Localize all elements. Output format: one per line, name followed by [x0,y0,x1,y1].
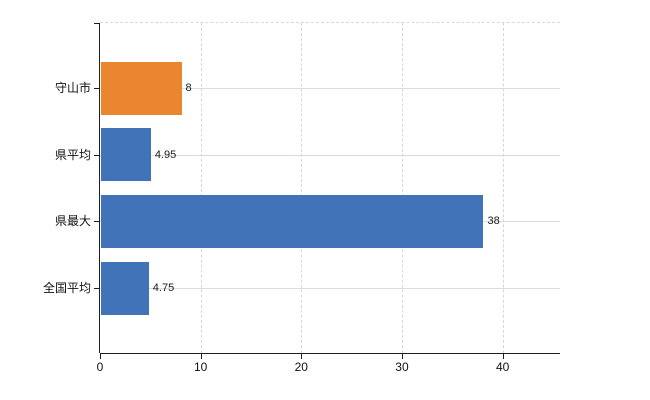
x-tick-label-40: 40 [495,360,510,374]
gridline-vertical [200,23,202,353]
bar-value-label: 4.95 [154,148,177,161]
x-axis-tick [502,354,504,359]
x-axis-line [100,353,560,354]
gridline-horizontal [100,88,560,89]
plot-top-border [100,22,560,23]
x-tick-label-20: 20 [294,360,308,374]
gridline-vertical [301,23,303,353]
y-axis-tick [94,154,99,156]
bar-2[interactable] [101,128,151,182]
x-tick-label-0: 0 [96,360,104,374]
bar-value-label: 38 [487,215,500,228]
category-label-2: 県平均 [54,147,91,162]
x-axis-tick [200,354,202,359]
x-axis-tick [401,354,403,359]
x-axis-tick [100,354,101,359]
bar-value-label: 4.75 [152,282,175,294]
category-label-4: 全国平均 [42,281,91,295]
gridline-vertical [502,23,504,353]
y-axis-tick [94,221,99,223]
x-axis-tick [301,354,303,359]
x-tick-label-30: 30 [395,360,409,374]
bar-4[interactable] [101,261,149,315]
bar-3[interactable] [101,194,484,248]
y-axis-tick [94,288,99,289]
bar-value-label: 8 [185,82,192,94]
gridline-horizontal [100,288,560,289]
bar-1[interactable] [101,61,182,115]
gridline-horizontal [100,154,560,156]
x-tick-label-10: 10 [193,360,208,374]
y-axis-line [99,23,100,353]
category-label-1: 守山市 [54,81,91,95]
category-label-3: 県最大 [54,214,91,229]
gridline-vertical [401,23,403,353]
y-axis-top-tick [94,23,99,24]
y-axis-tick [94,88,99,89]
